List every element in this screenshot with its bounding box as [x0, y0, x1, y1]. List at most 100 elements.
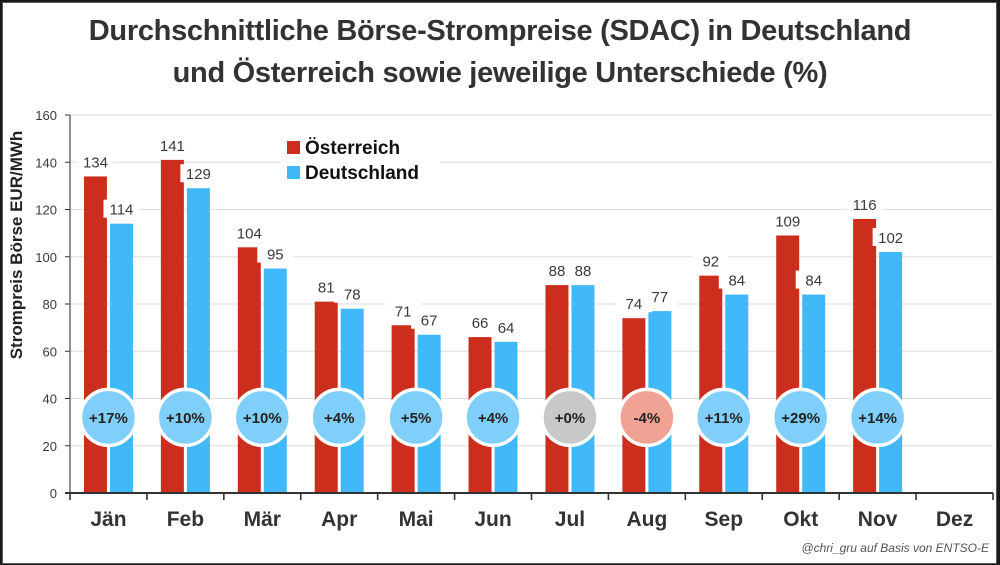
value-label-background: [334, 284, 371, 303]
value-label-deutschland: 64: [498, 320, 515, 337]
bar-deutschland: [263, 268, 287, 493]
y-axis-ticks: 0 20 40 60 80 100 120 140 160: [35, 108, 70, 501]
value-label-deutschland: 84: [728, 273, 745, 290]
x-tick-label: Mär: [244, 508, 281, 531]
x-tick-label: Jun: [474, 508, 511, 531]
value-label-background: [411, 310, 448, 329]
y-tick-label: 60: [43, 344, 57, 359]
value-label-oesterreich: 104: [237, 225, 262, 242]
y-tick-label: 100: [35, 250, 57, 265]
difference-label: +10%: [243, 410, 282, 427]
bar-deutschland: [879, 252, 903, 493]
value-label-oesterreich: 134: [83, 154, 108, 171]
difference-badges: +17% +10% +10% +4% +5% +4% +0% -4% +11% +29% +14%: [78, 387, 908, 448]
bar-oesterreich: [237, 247, 261, 493]
y-tick-label: 140: [35, 155, 57, 170]
value-label-background: [103, 199, 140, 218]
x-tick-label: Feb: [167, 508, 204, 531]
value-label-background: [231, 223, 268, 242]
x-tick-label: Okt: [783, 508, 818, 531]
value-label-deutschland: 114: [109, 202, 133, 219]
value-label-deutschland: 129: [186, 166, 211, 183]
difference-badge: [847, 387, 908, 448]
y-tick-label: 80: [43, 297, 57, 312]
value-label-oesterreich: 92: [702, 254, 719, 271]
x-tick-label: Mai: [399, 508, 434, 531]
y-tick-label: 120: [35, 203, 57, 218]
difference-label: +14%: [858, 410, 897, 427]
value-label-deutschland: 95: [267, 247, 284, 264]
value-label-deutschland: 67: [421, 313, 438, 330]
difference-badge: [463, 387, 523, 448]
difference-label: +4%: [478, 410, 508, 427]
bars: [83, 159, 903, 494]
difference-badge: [386, 387, 446, 448]
x-tick-label: Aug: [626, 508, 667, 531]
value-label-oesterreich: 141: [160, 138, 185, 155]
value-label-oesterreich: 88: [549, 263, 566, 280]
x-tick-label: Jul: [555, 508, 585, 531]
value-label-background: [718, 270, 755, 289]
x-tick-label: Dez: [936, 508, 973, 531]
legend-swatch-deutschland: [287, 166, 300, 179]
y-tick-label: 40: [43, 392, 57, 407]
legend-swatch-oesterreich: [287, 141, 300, 154]
value-label-oesterreich: 66: [472, 315, 489, 332]
bar-oesterreich: [853, 218, 877, 493]
difference-badge: [232, 387, 293, 448]
value-label-background: [872, 228, 909, 247]
y-tick-label: 160: [35, 108, 57, 123]
value-label-deutschland: 88: [575, 263, 592, 280]
difference-label: -4%: [634, 410, 661, 427]
value-label-background: [77, 152, 114, 171]
difference-badge: [617, 387, 677, 448]
axes: [65, 115, 993, 494]
value-label-background: [154, 135, 191, 154]
value-label-background: [641, 287, 678, 306]
x-tick-label: Nov: [858, 508, 898, 531]
difference-label: +0%: [555, 410, 585, 427]
value-label-background: [692, 251, 729, 270]
x-tick-label: Jän: [90, 508, 126, 531]
value-label-oesterreich: 109: [775, 213, 800, 230]
difference-badge: [78, 387, 139, 448]
value-label-background: [846, 194, 883, 213]
difference-label: +29%: [781, 410, 820, 427]
legend-label-oesterreich: Österreich: [305, 138, 400, 159]
legend-label-deutschland: Deutschland: [305, 163, 419, 184]
value-label-deutschland: 84: [805, 273, 822, 290]
chart-title-line-1: Durchschnittliche Börse-Strompreise (SDA…: [88, 15, 912, 47]
legend: Österreich Deutschland: [287, 138, 419, 184]
difference-badge: [540, 387, 600, 448]
difference-label: +4%: [324, 410, 354, 427]
value-label-deutschland: 77: [652, 289, 669, 306]
difference-label: +11%: [705, 410, 743, 427]
x-tick-label: Apr: [321, 508, 357, 531]
value-label-background: [769, 211, 806, 230]
value-label-oesterreich: 74: [626, 296, 643, 313]
difference-label: +17%: [89, 410, 128, 427]
legend-background: [280, 135, 440, 185]
value-label-background: [488, 317, 525, 336]
value-label-background: [795, 270, 832, 289]
difference-badge: [309, 387, 369, 448]
difference-badge: [155, 387, 216, 448]
difference-badge: [770, 387, 831, 448]
value-label-background: [180, 164, 217, 183]
y-tick-label: 20: [43, 439, 57, 454]
y-tick-label: 0: [50, 486, 57, 501]
value-label-deutschland: 102: [878, 230, 903, 247]
difference-label: +5%: [401, 410, 431, 427]
chart-title-line-2: und Österreich sowie jeweilige Unterschi…: [172, 57, 828, 89]
difference-badge: [694, 387, 754, 448]
x-axis-ticks: Jän Feb Mär Apr Mai Jun Jul Aug Sep Okt Nov Dez: [69, 493, 994, 531]
gridlines: [70, 114, 993, 447]
source-credit: @chri_gru auf Basis von ENTSO-E: [801, 541, 990, 555]
value-label-deutschland: 78: [344, 287, 361, 304]
x-tick-label: Sep: [705, 508, 744, 531]
bar-deutschland: [109, 223, 133, 494]
bar-deutschland: [186, 188, 210, 494]
difference-label: +10%: [166, 410, 205, 427]
